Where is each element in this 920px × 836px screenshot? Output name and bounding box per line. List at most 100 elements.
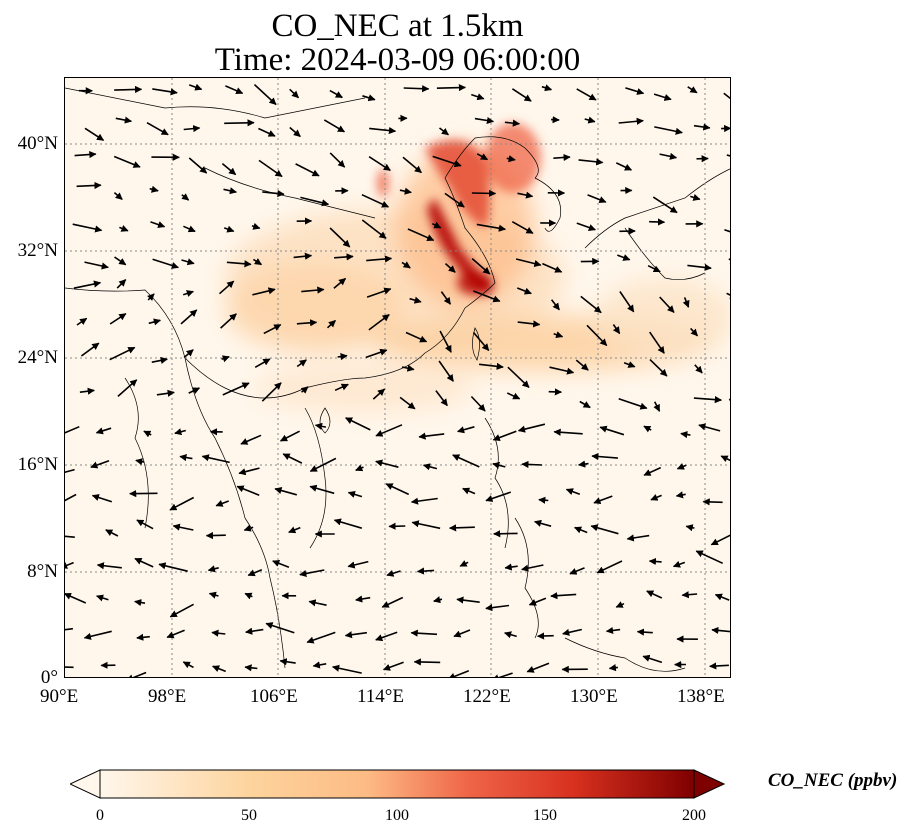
wind-arrow [265, 622, 295, 634]
wind-arrow [618, 397, 648, 410]
wind-arrow [312, 661, 327, 669]
wind-arrow [472, 331, 490, 352]
wind-arrow [576, 222, 596, 231]
wind-arrow [648, 557, 662, 566]
wind-arrow [577, 460, 589, 468]
wind-arrow [288, 526, 301, 534]
lat-label-8n: 8°N [27, 561, 58, 582]
wind-arrow [73, 280, 102, 289]
wind-arrow [215, 500, 229, 507]
wind-arrow [485, 491, 512, 502]
wind-arrow [365, 348, 388, 359]
lon-label-114e: 114°E [357, 686, 404, 707]
wind-arrow [361, 193, 390, 208]
wind-arrow [366, 287, 392, 298]
wind-arrow [65, 561, 74, 569]
wind-arrow [385, 483, 410, 496]
wind-arrow [599, 425, 625, 436]
colorbar-tick-150: 150 [533, 807, 557, 824]
wind-arrow [485, 604, 510, 612]
wind-arrow [650, 493, 662, 501]
wind-arrow [309, 457, 337, 473]
wind-arrow [156, 389, 175, 397]
wind-arrow [182, 661, 194, 669]
wind-arrow [690, 327, 699, 337]
wind-arrow [549, 366, 575, 375]
wind-arrow [279, 658, 296, 666]
wind-arrow [565, 488, 581, 495]
wind-arrow [682, 297, 690, 308]
gridlines [65, 78, 730, 677]
map-canvas [65, 78, 730, 677]
wind-arrow [143, 430, 152, 438]
wind-arrow [329, 89, 343, 99]
wind-arrow [224, 119, 255, 127]
lat-label-0: 0° [40, 667, 58, 688]
wind-arrow [459, 560, 469, 567]
wind-arrow [247, 569, 263, 577]
wind-arrow [636, 628, 653, 636]
wind-arrow [149, 185, 159, 193]
wind-arrow [252, 258, 263, 266]
wind-arrow [262, 189, 285, 198]
map-time-subtitle: Time: 2024-03-09 06:00:00 [214, 42, 581, 78]
concentration-field [225, 123, 730, 413]
wind-arrow [439, 330, 452, 353]
wind-arrow [711, 626, 730, 635]
wind-arrow [728, 398, 730, 402]
wind-arrow [223, 225, 235, 233]
wind-arrow [517, 191, 534, 199]
wind-arrow [569, 567, 585, 575]
wind-arrow [702, 498, 723, 506]
wind-arrow [402, 156, 422, 174]
wind-arrow [368, 156, 391, 172]
wind-arrow [253, 84, 277, 106]
wind-arrow [653, 401, 661, 412]
wind-arrow [681, 591, 698, 599]
wind-arrow [251, 222, 261, 230]
wind-arrow [422, 463, 438, 471]
wind-arrow [382, 661, 404, 671]
map-title: CO_NEC at 1.5km [271, 8, 524, 44]
wind-arrow [181, 193, 190, 201]
wind-arrow [309, 484, 335, 495]
wind-arrow [252, 287, 276, 296]
colorbar-label: CO_NEC (ppbv) [768, 770, 898, 791]
wind-arrow [183, 225, 196, 233]
lon-label-98e: 98°E [148, 686, 187, 707]
wind-arrow [410, 629, 438, 637]
wind-arrow [258, 127, 276, 137]
wind-arrow [407, 228, 435, 242]
wind-arrow [687, 263, 712, 272]
wind-arrow [649, 331, 665, 354]
wind-arrow [218, 280, 235, 295]
wind-arrow [212, 665, 226, 673]
wind-arrow [526, 662, 550, 673]
wind-arrow [272, 560, 290, 569]
wind-arrow [470, 395, 486, 412]
wind-arrow [295, 163, 320, 177]
wind-arrow [649, 359, 668, 377]
wind-arrow [166, 629, 185, 639]
wind-arrow [179, 454, 193, 462]
wind-arrow [553, 331, 564, 339]
wind-arrow [720, 455, 730, 463]
wind-arrow [355, 464, 364, 472]
wind-arrow [90, 459, 110, 469]
wind-arrow [96, 594, 109, 602]
wind-arrow [337, 353, 348, 361]
wind-arrow [238, 467, 260, 476]
wind-arrow [188, 157, 208, 174]
wind-arrow [675, 491, 686, 499]
wind-arrow [643, 425, 652, 433]
wind-arrow [355, 595, 371, 603]
wind-arrow [649, 218, 666, 226]
lon-label-130e: 130°E [570, 686, 618, 707]
wind-arrow [626, 534, 650, 542]
wind-arrow [136, 519, 154, 530]
coastlines [65, 87, 730, 672]
wind-arrow [345, 417, 371, 431]
wind-arrow [300, 196, 330, 207]
wind-arrow [114, 85, 143, 94]
wind-arrow [243, 524, 254, 532]
